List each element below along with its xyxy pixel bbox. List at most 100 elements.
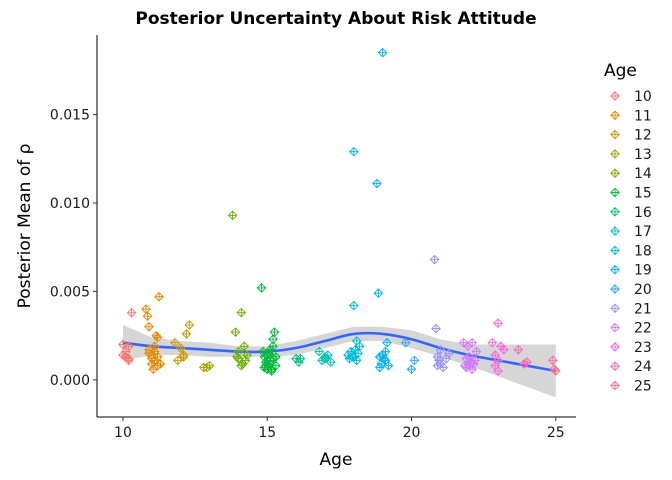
legend-key-22	[610, 322, 620, 333]
data-point-age-21-0	[429, 254, 440, 265]
data-point-age-24-2	[522, 357, 532, 368]
data-point-age-18-10	[354, 341, 365, 352]
data-point-age-17-5	[320, 353, 330, 364]
data-point-age-22-9	[471, 346, 482, 357]
data-point-age-19-4-shape	[377, 47, 388, 58]
legend-key-15-shape	[610, 187, 620, 198]
data-point-age-14-10-shape	[236, 360, 247, 371]
legend-item-19: 19	[610, 263, 652, 279]
data-point-age-21-9	[432, 360, 443, 371]
data-point-age-11-1-shape	[142, 311, 153, 322]
legend-label-15: 15	[634, 186, 652, 202]
legend-key-18-shape	[610, 245, 620, 256]
series-age-25	[548, 355, 561, 376]
series-age-24	[513, 344, 532, 369]
x-axis-ticks: 10 15 20 25	[114, 417, 565, 441]
data-point-age-20-2	[409, 355, 420, 366]
data-point-age-21-1-shape	[431, 323, 441, 334]
data-point-age-14-0-shape	[227, 210, 238, 221]
legend-label-14: 14	[634, 166, 652, 182]
data-point-age-11-1	[142, 311, 153, 322]
data-point-age-18-4	[348, 146, 359, 157]
data-point-age-17-4	[325, 357, 336, 368]
data-point-age-14-8-shape	[232, 352, 242, 362]
data-point-age-22-8-shape	[470, 355, 480, 366]
data-point-age-23-5-shape	[499, 344, 509, 355]
data-point-age-11-10	[152, 332, 163, 343]
data-point-age-15-12-shape	[269, 327, 280, 337]
data-point-age-21-1	[431, 323, 441, 334]
data-point-age-11-10-shape	[152, 332, 163, 343]
data-point-age-15-14-shape	[271, 360, 281, 371]
legend-label-10: 10	[634, 89, 652, 105]
data-point-age-20-1-shape	[406, 364, 417, 375]
legend-key-18	[610, 245, 620, 256]
legend-item-17: 17	[610, 224, 652, 240]
legend-label-11: 11	[634, 108, 652, 124]
data-point-age-12-4	[181, 329, 192, 339]
data-point-age-21-4-shape	[435, 344, 446, 355]
data-point-age-14-1-shape	[230, 327, 241, 337]
data-point-age-21-8-shape	[444, 348, 454, 359]
data-point-age-16-1	[294, 357, 304, 368]
legend-label-24: 24	[634, 359, 652, 375]
data-point-age-10-7-shape	[123, 353, 134, 364]
data-point-age-25-0-shape	[548, 355, 558, 366]
data-point-age-19-4	[377, 47, 388, 58]
data-point-age-18-10-shape	[354, 341, 365, 352]
legend-label-16: 16	[634, 205, 652, 221]
legend-label-22: 22	[634, 321, 652, 337]
data-point-age-11-16	[149, 341, 160, 352]
data-point-age-23-7-shape	[490, 360, 501, 371]
data-point-age-18-5	[348, 300, 359, 311]
data-point-age-17-0-shape	[314, 346, 325, 357]
data-point-age-15-19-shape	[260, 357, 271, 368]
data-point-age-19-1	[373, 288, 384, 299]
y-axis-ticks: 0.000 0.005 0.010 0.015	[50, 108, 97, 389]
y-tick-label-0.010: 0.010	[50, 196, 90, 212]
data-point-age-19-7	[382, 337, 392, 348]
data-point-age-13-2-shape	[204, 360, 215, 371]
data-point-age-17-0	[314, 346, 325, 357]
x-tick-label-15: 15	[258, 425, 276, 441]
legend-label-12: 12	[634, 128, 652, 144]
data-point-age-18-11-shape	[348, 352, 359, 362]
legend-key-17	[610, 226, 620, 236]
data-point-age-10-7	[123, 353, 134, 364]
smooth-confidence-band	[123, 325, 556, 398]
data-point-age-18-4-shape	[348, 146, 359, 157]
data-point-age-13-2	[204, 360, 215, 371]
legend-item-11: 11	[610, 108, 652, 124]
legend-items: 10 11 12 13 14 15 16 17 18 19 20 21 22 23 24 25	[610, 89, 652, 395]
data-point-age-14-0	[227, 210, 238, 221]
series-age-15	[256, 283, 281, 376]
legend-key-10-shape	[610, 91, 620, 101]
data-point-age-15-14	[271, 360, 281, 371]
legend: Age 10 11 12 13 14 15 16 17 18 19 20 21 22 23 24 25	[604, 61, 652, 395]
data-point-age-18-11	[348, 352, 359, 362]
data-point-age-21-4	[435, 344, 446, 355]
data-point-age-18-9	[353, 348, 363, 359]
data-point-age-12-4-shape	[181, 329, 192, 339]
data-point-age-22-10-shape	[461, 353, 472, 364]
data-point-age-12-0-shape	[170, 337, 180, 348]
data-point-age-25-0	[548, 355, 558, 366]
data-point-age-20-0	[400, 337, 411, 348]
data-point-age-15-19	[260, 357, 271, 368]
legend-item-23: 23	[610, 340, 652, 356]
legend-label-23: 23	[634, 340, 652, 356]
x-tick-label-25: 25	[547, 425, 565, 441]
data-point-age-16-2	[295, 353, 306, 364]
data-point-age-20-1	[406, 364, 417, 375]
legend-label-13: 13	[634, 147, 652, 163]
legend-item-24: 24	[610, 359, 652, 375]
series-age-20	[400, 337, 420, 375]
legend-key-20	[610, 284, 620, 294]
data-point-age-15-0-shape	[256, 283, 267, 293]
data-point-age-24-0-shape	[513, 344, 524, 355]
legend-item-10: 10	[610, 89, 652, 105]
legend-item-22: 22	[610, 321, 652, 337]
legend-key-25	[610, 380, 620, 391]
data-point-age-19-10	[380, 355, 391, 366]
